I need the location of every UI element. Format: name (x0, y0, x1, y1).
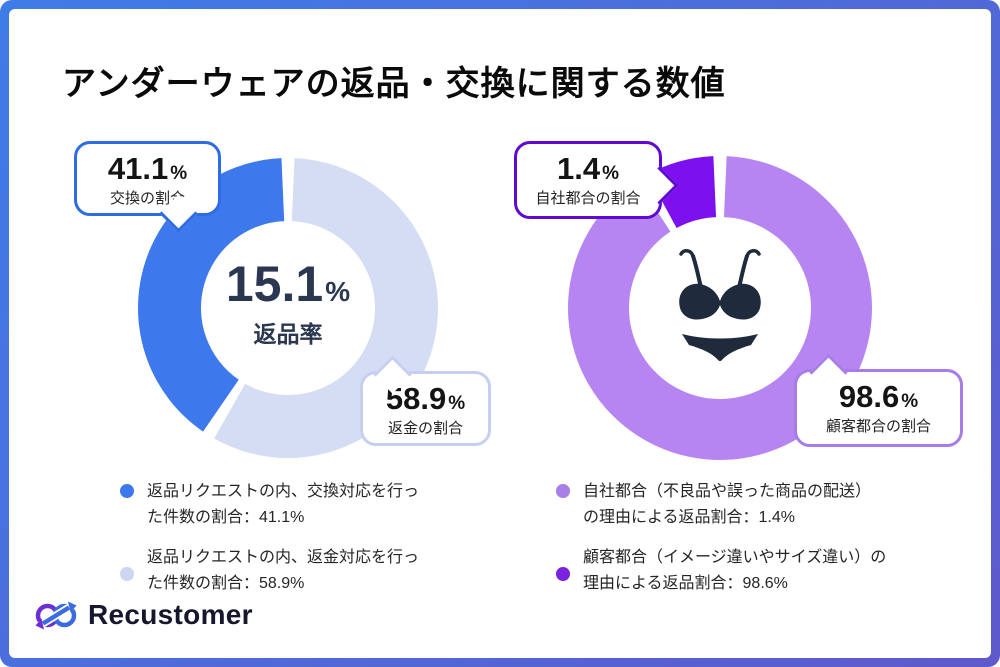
legend-dot-refund (120, 567, 134, 582)
brand-logo: Recustomer (33, 599, 253, 631)
legend-dot-customer (556, 567, 570, 582)
legend-right: 自社都合（不良品や誤った商品の配送） の理由による返品割合：1.4% 顧客都合（イ… (556, 479, 966, 611)
callout-customer-reason-rate: 98.6% 顧客都合の割合 (794, 353, 963, 447)
legend-text: 顧客都合（イメージ違いやサイズ違い）の 理由による返品割合：98.6% (583, 549, 887, 592)
legend-item-company-reason: 自社都合（不良品や誤った商品の配送） の理由による返品割合：1.4% (556, 479, 966, 530)
infinity-loop-icon (35, 601, 77, 629)
exchange-rate-value: 41.1% (107, 151, 188, 186)
legend-item-refund: 返品リクエストの内、返金対応を行っ た件数の割合：58.9% (120, 545, 480, 596)
page-title: アンダーウェアの返品・交換に関する数値 (62, 65, 726, 103)
return-rate-label: 返品率 (253, 320, 323, 347)
refund-rate-value: 58.9% (385, 381, 466, 416)
callout-exchange-rate: 41.1% 交換の割合 (74, 141, 221, 233)
legend-dot-exchange (120, 484, 134, 498)
brand-name: Recustomer (88, 599, 253, 630)
legend-text: 返品リクエストの内、交換対応を行っ た件数の割合：41.1% (147, 483, 420, 526)
customer-reason-label: 顧客都合の割合 (825, 418, 931, 436)
callout-company-reason-rate: 1.4% 自社都合の割合 (514, 141, 679, 219)
company-reason-value: 1.4% (556, 151, 619, 186)
center-return-rate: 15.1% 返品率 (203, 258, 373, 349)
exchange-rate-label: 交換の割合 (109, 190, 185, 208)
company-reason-label: 自社都合の割合 (535, 190, 641, 208)
legend-text: 返品リクエストの内、返金対応を行っ た件数の割合：58.9% (147, 549, 420, 592)
refund-rate-label: 返金の割合 (387, 420, 463, 438)
legend-item-customer-reason: 顧客都合（イメージ違いやサイズ違い）の 理由による返品割合：98.6% (556, 545, 966, 596)
callout-refund-rate: 58.9% 返金の割合 (360, 355, 491, 446)
underwear-icon (679, 249, 761, 362)
return-rate-value: 15.1% (225, 256, 351, 312)
legend-item-exchange: 返品リクエストの内、交換対応を行っ た件数の割合：41.1% (120, 479, 480, 530)
customer-reason-value: 98.6% (838, 379, 919, 414)
legend-text: 自社都合（不良品や誤った商品の配送） の理由による返品割合：1.4% (583, 483, 872, 526)
legend-dot-company (556, 484, 570, 498)
legend-left: 返品リクエストの内、交換対応を行っ た件数の割合：41.1% 返品リクエストの内、… (120, 479, 480, 611)
